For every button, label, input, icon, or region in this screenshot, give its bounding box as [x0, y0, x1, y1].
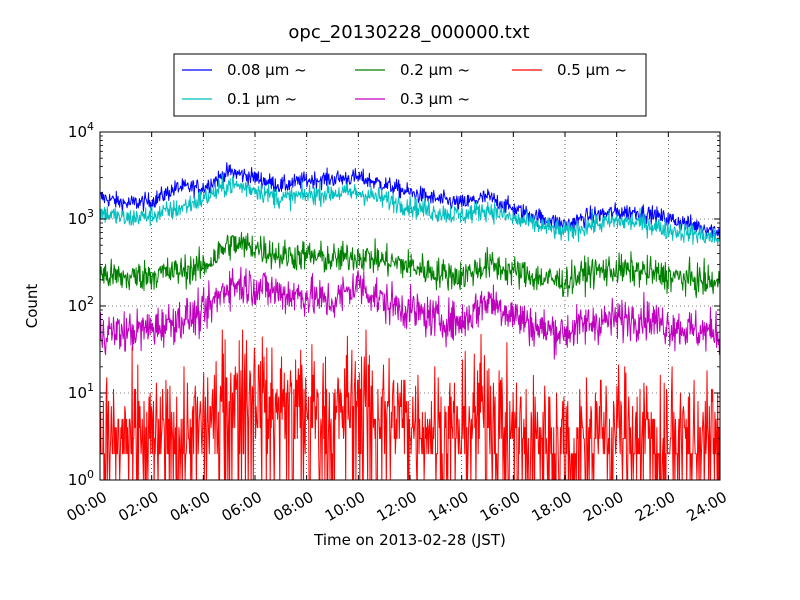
series-layer [100, 162, 720, 480]
chart-title: opc_20130228_000000.txt [288, 22, 529, 43]
legend-entries: 0.08 μm ~ 0.1 μm ~ 0.2 μm ~ 0.3 μm ~ 0.5 μm … [182, 61, 627, 108]
y-tick-label: 102 [68, 294, 94, 315]
series-line [100, 266, 720, 360]
y-tick-label: 103 [68, 207, 94, 228]
legend-box [173, 53, 647, 117]
series-line [100, 174, 720, 245]
legend-label: 0.3 μm ~ [400, 90, 470, 108]
y-tick-label: 101 [68, 381, 94, 402]
y-tick-labels: 100 101 102 103 104 [68, 120, 94, 489]
legend: 0.08 μm ~ 0.1 μm ~ 0.2 μm ~ 0.3 μm ~ 0.5 μm … [173, 53, 647, 117]
series-line [100, 162, 720, 239]
axis-ticks [99, 131, 721, 481]
legend-label: 0.08 μm ~ [227, 61, 307, 79]
legend-label: 0.1 μm ~ [227, 90, 297, 108]
y-axis-label: Count [23, 284, 41, 329]
series-line [100, 231, 720, 299]
legend-label: 0.5 μm ~ [557, 61, 627, 79]
y-tick-label: 100 [68, 468, 94, 489]
x-axis-label: Time on 2013-02-28 (JST) [313, 531, 506, 549]
y-tick-label: 104 [68, 120, 94, 141]
legend-label: 0.2 μm ~ [400, 61, 470, 79]
series-line [100, 329, 720, 480]
